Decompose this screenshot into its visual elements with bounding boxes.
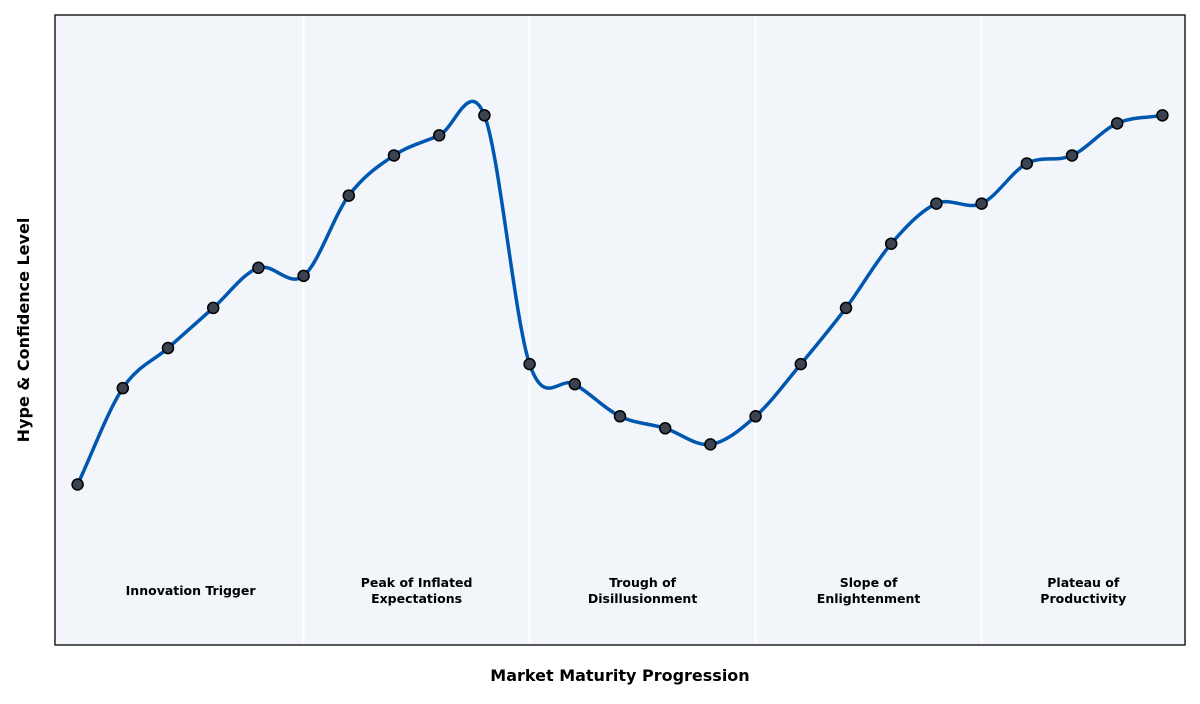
x-axis-label: Market Maturity Progression [490,666,749,685]
phase-label: Plateau of Productivity [1040,575,1126,606]
data-point [297,269,310,283]
data-point [478,109,491,122]
data-point [839,301,853,315]
data-point [613,410,627,423]
data-point [206,301,220,315]
data-point [1020,157,1034,170]
data-point [884,237,898,250]
data-point [342,189,356,202]
y-axis-label: Hype & Confidence Level [14,218,33,443]
data-point [387,149,401,162]
phase-label: Peak of Inflated Expectations [361,575,473,606]
data-point [1156,109,1169,122]
phase-label: Slope of Enlightenment [817,575,921,606]
data-point [116,381,130,395]
data-point [975,197,988,210]
data-point [568,377,582,391]
data-point [704,438,717,451]
data-point [432,129,446,142]
data-point [161,341,175,355]
phase-labels: Innovation Trigger Peak of Inflated Expect… [126,575,1127,606]
data-point [930,197,943,210]
data-markers [71,109,1169,491]
phase-label: Trough of Disillusionment [588,575,697,606]
data-point [658,422,672,435]
data-point [252,261,265,275]
data-point [1065,149,1079,162]
data-point [1110,117,1124,130]
data-point [523,357,536,371]
phase-label: Innovation Trigger [126,583,257,598]
data-point [749,410,762,423]
data-point [794,357,808,371]
data-point [71,478,84,491]
phase-dividers [302,15,983,645]
plot-border [54,14,1186,646]
plot-background [55,15,1185,645]
